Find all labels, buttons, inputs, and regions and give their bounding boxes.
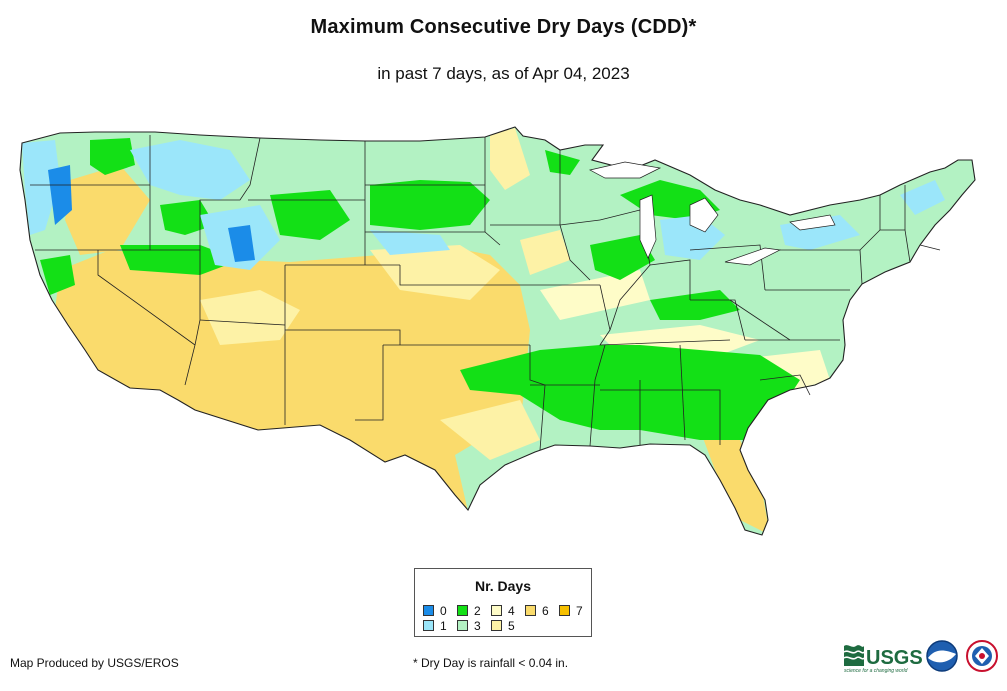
wet-region-2 [650,290,740,320]
wet-region-2 [40,255,75,295]
map-fill [20,127,975,535]
wet-region-2 [460,345,800,440]
dry-day-footnote: * Dry Day is rainfall < 0.04 in. [413,656,569,670]
wet-region-2 [590,235,655,280]
lake-ontario [789,214,836,231]
usgs-logo-text: USGS [866,647,923,669]
wet-region-0 [228,225,255,262]
legend-label: 7 [576,603,583,618]
usgs-logo: USGS science for a changing world [843,645,923,674]
state-boundaries [19,126,976,536]
legend-label: 1 [440,618,447,633]
legend-title: Nr. Days [474,578,532,594]
map-subtitle: in past 7 days, as of Apr 04, 2023 [377,64,630,83]
dry-region-6 [55,245,530,520]
legend-item-7: 7 [559,603,583,618]
legend-swatch [457,620,468,631]
dry-region-6 [65,165,150,255]
noaa-logo [926,640,958,672]
usgs-tagline: science for a changing world [844,668,908,674]
wet-region-0 [48,165,72,225]
wet-region-1 [900,180,945,215]
legend-swatch [423,605,434,616]
legend-item-0: 0 [423,603,447,618]
nws-logo [966,640,998,672]
legend-swatch [491,605,502,616]
dry-region-5 [370,245,500,300]
dry-region-4 [540,270,650,320]
wet-region-1 [22,140,60,235]
legend-item-5: 5 [491,618,515,633]
legend-label: 2 [474,603,481,618]
dry-region-5 [200,290,300,345]
legend-swatch [525,605,536,616]
legend-swatch [423,620,434,631]
wet-region-2 [545,150,580,175]
legend-box: Nr. Days 0 1 2 3 4 5 6 7 [414,568,592,637]
legend-label: 6 [542,603,549,618]
wet-region-1 [130,140,250,200]
wet-region-1 [370,230,450,255]
lake-huron [689,197,719,233]
great-lakes [589,161,836,266]
agency-logos: USGS science for a changing world [843,640,998,674]
lake-erie [724,247,782,266]
lake-superior [589,161,662,179]
legend-swatch [559,605,570,616]
map-credit: Map Produced by USGS/EROS [10,656,179,670]
wet-region-2 [370,180,490,230]
map-title: Maximum Consecutive Dry Days (CDD)* [310,16,697,38]
wet-region-2 [90,138,135,175]
dry-region-5 [520,230,570,275]
legend-swatch [491,620,502,631]
legend-label: 5 [508,618,515,633]
dry-region-5 [490,128,530,190]
legend-item-6: 6 [525,603,549,618]
legend-label: 4 [508,603,515,618]
wet-region-2 [120,245,240,275]
legend-item-1: 1 [423,618,447,633]
lake-michigan [639,194,657,259]
dry-region-6 [700,430,770,535]
wet-region-2 [270,190,350,240]
dry-region-5 [440,400,540,460]
legend-label: 0 [440,603,447,618]
legend-item-3: 3 [457,618,481,633]
legend-label: 3 [474,618,481,633]
legend-swatch [457,605,468,616]
legend-item-4: 4 [491,603,515,618]
wet-region-2 [160,200,215,235]
legend-item-2: 2 [457,603,481,618]
